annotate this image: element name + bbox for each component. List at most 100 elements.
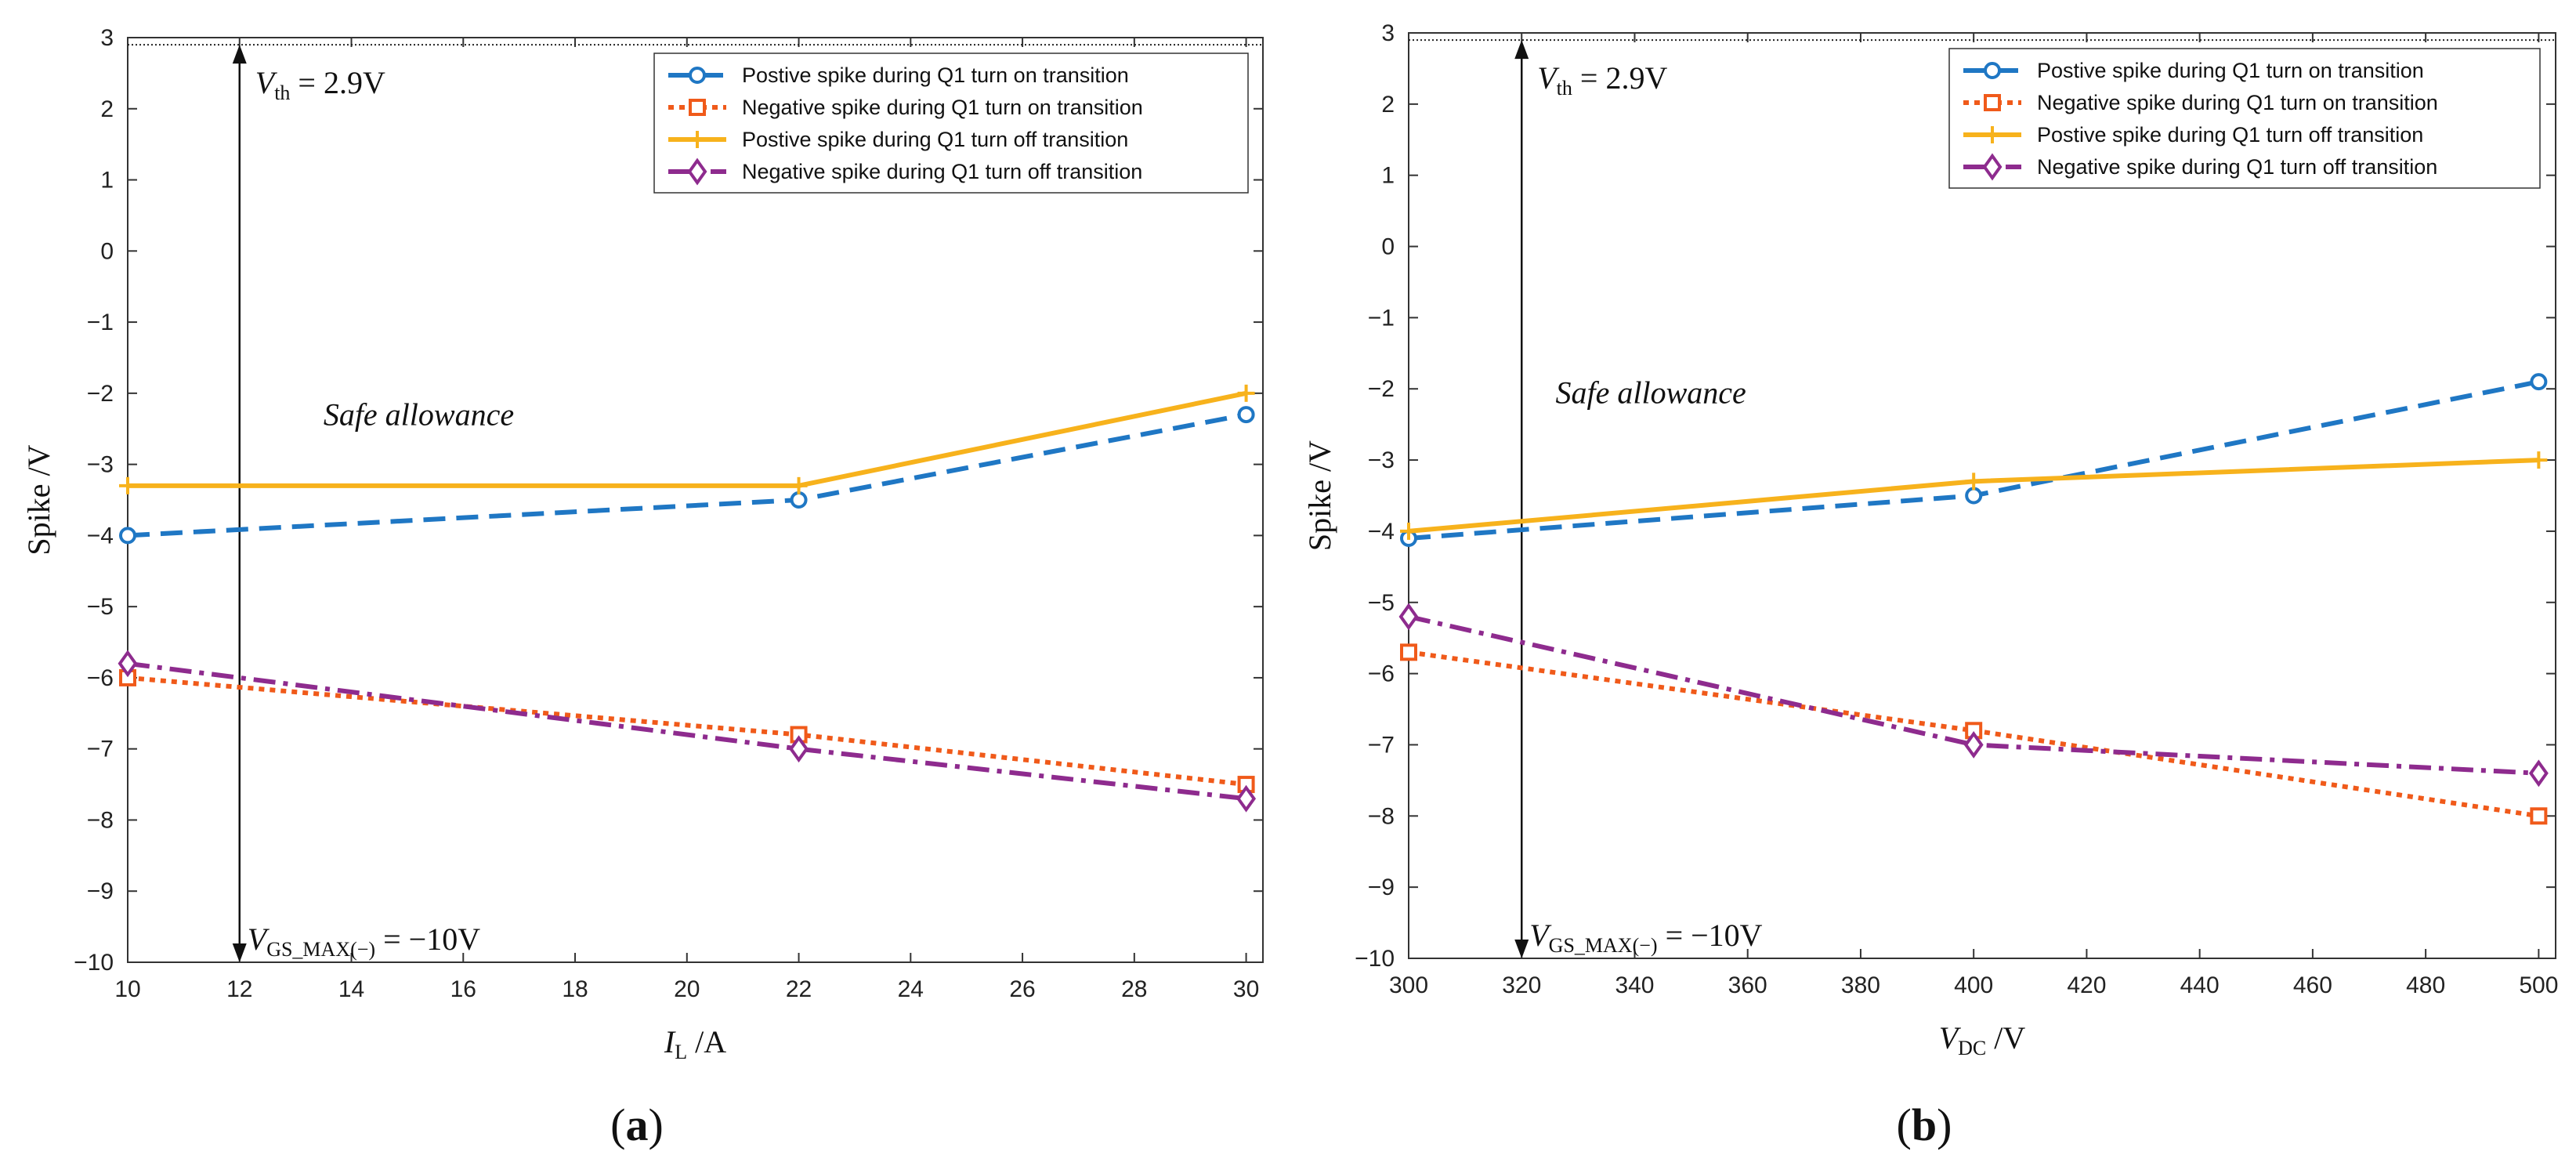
data-point	[1982, 153, 2003, 181]
x-tick-label: 12	[226, 976, 252, 1002]
y-tick-label: −5	[87, 594, 114, 620]
safe-allowance-label: Safe allowance	[1556, 375, 1746, 410]
x-tick-label: 480	[2406, 972, 2445, 998]
panel-label-letter: b	[1912, 1099, 1937, 1150]
vth-label-rest: = 2.9V	[290, 65, 385, 100]
data-point	[1984, 94, 2001, 111]
x-axis-label: IL /A	[664, 1024, 726, 1063]
data-point	[687, 158, 707, 186]
data-point	[2528, 759, 2549, 788]
data-point	[1965, 473, 1983, 491]
x-tick-label: 340	[1615, 972, 1654, 998]
x-tick-label: 300	[1389, 972, 1428, 998]
data-point	[789, 735, 809, 763]
series-4	[1398, 603, 2549, 788]
legend-entry: Negative spike during Q1 turn off transi…	[742, 160, 1142, 183]
panel-label-open: (	[1897, 1099, 1912, 1150]
legend-box	[653, 53, 1249, 194]
y-tick-label: −1	[87, 310, 114, 335]
data-point	[790, 491, 808, 509]
y-tick-label: −4	[1368, 519, 1395, 545]
plot-frame	[127, 37, 1264, 963]
legend-entry: Negative spike during Q1 turn off transi…	[2037, 155, 2437, 179]
y-tick-label: −6	[1368, 661, 1395, 687]
data-point	[2530, 807, 2548, 825]
panel-label: (b)	[1897, 1099, 1952, 1150]
y-tick-label: −8	[87, 807, 114, 833]
x-tick-label: 460	[2293, 972, 2332, 998]
data-point	[790, 476, 808, 494]
legend-box	[1948, 48, 2541, 189]
x-tick-label: 28	[1121, 976, 1147, 1002]
data-point	[119, 476, 136, 494]
vgs-max-label: VGS_MAX(−) = −10V	[1529, 918, 1762, 957]
data-point	[1237, 384, 1255, 402]
legend: Postive spike during Q1 turn on transiti…	[653, 53, 1249, 194]
vth-label-main: V	[255, 65, 278, 100]
data-point	[1965, 487, 1983, 505]
x-tick-label: 16	[450, 976, 476, 1002]
y-tick-label: 0	[100, 238, 114, 264]
plot-frame	[1408, 32, 2556, 959]
vth-label: Vth = 2.9V	[255, 65, 385, 104]
y-tick-label: 3	[1381, 20, 1395, 46]
y-tick-label: −6	[87, 665, 114, 691]
vgs-label-sub: GS_MAX(−)	[1549, 934, 1658, 957]
y-tick-label: 2	[1381, 92, 1395, 118]
data-point	[1236, 784, 1257, 813]
vgs-label-rest: = −10V	[375, 922, 480, 957]
data-point	[689, 131, 706, 148]
x-label-unit: /A	[687, 1024, 726, 1059]
data-point	[689, 67, 706, 84]
y-tick-label: −1	[1368, 305, 1395, 331]
vgs-label-main: V	[248, 922, 270, 957]
panel-label-close: )	[1937, 1099, 1952, 1150]
x-tick-label: 22	[786, 976, 812, 1002]
panel-label-open: (	[610, 1099, 625, 1150]
y-tick-label: 1	[1381, 163, 1395, 189]
vgs-max-label: VGS_MAX(−) = −10V	[248, 922, 480, 961]
data-point	[1400, 522, 1417, 540]
panel-label-letter: a	[626, 1099, 649, 1150]
data-point	[1984, 126, 2001, 143]
legend: Postive spike during Q1 turn on transiti…	[1948, 48, 2541, 189]
y-tick-label: −7	[1368, 732, 1395, 758]
vth-label-main: V	[1537, 60, 1560, 96]
x-label-main: I	[664, 1024, 676, 1059]
series-3	[119, 384, 1255, 494]
arrow-head-down-icon	[232, 943, 247, 962]
x-tick-label: 30	[1233, 976, 1259, 1002]
y-tick-label: −5	[1368, 590, 1395, 616]
x-tick-label: 24	[898, 976, 924, 1002]
series-line	[128, 390, 1247, 488]
panel-label: (a)	[610, 1099, 664, 1150]
data-point	[2530, 451, 2548, 469]
data-point	[118, 650, 138, 678]
y-tick-label: −4	[87, 523, 114, 549]
vth-label-rest: = 2.9V	[1572, 60, 1668, 96]
y-tick-label: 3	[100, 25, 114, 51]
series-line	[127, 675, 1246, 788]
y-tick-label: −3	[1368, 447, 1395, 473]
legend-entry: Negative spike during Q1 turn on transit…	[742, 96, 1143, 119]
legend-entry: Postive spike during Q1 turn off transit…	[2037, 123, 2423, 147]
vgs-label-main: V	[1529, 918, 1552, 953]
vth-label-sub: th	[1557, 77, 1572, 100]
y-axis-label: Spike /V	[21, 444, 56, 555]
x-label-main: V	[1939, 1020, 1962, 1056]
y-tick-label: 2	[100, 96, 114, 122]
series-line	[127, 412, 1247, 538]
x-tick-label: 26	[1009, 976, 1035, 1002]
vgs-label-rest: = −10V	[1658, 918, 1763, 953]
y-tick-label: −9	[1368, 874, 1395, 900]
arrow-head-down-icon	[1514, 940, 1529, 958]
x-tick-label: 20	[674, 976, 700, 1002]
data-point	[1400, 643, 1417, 661]
x-tick-label: 14	[338, 976, 364, 1002]
legend-entry: Postive spike during Q1 turn on transiti…	[742, 63, 1129, 87]
data-point	[1237, 406, 1255, 424]
arrow-head-up-icon	[1514, 40, 1529, 60]
y-tick-label: −10	[1355, 946, 1395, 972]
y-tick-label: −2	[1368, 376, 1395, 402]
data-point	[689, 99, 706, 116]
